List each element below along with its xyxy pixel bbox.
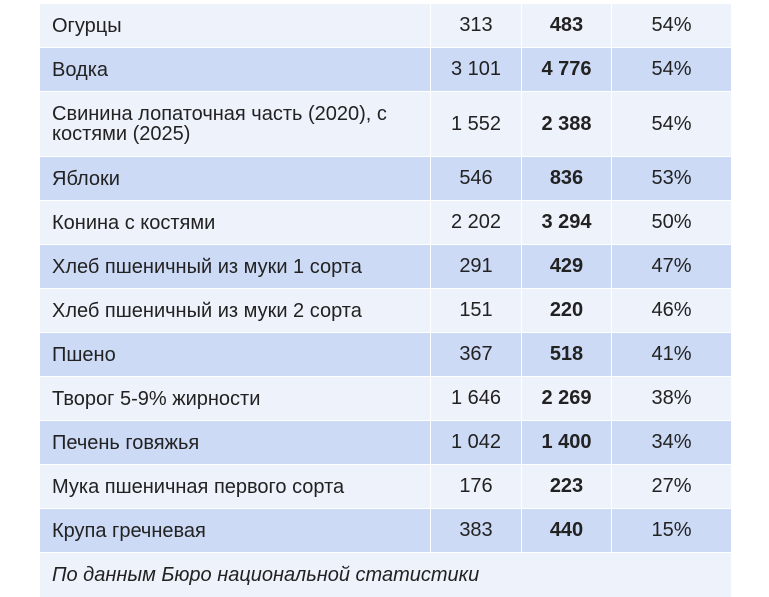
table-row: Огурцы 313 483 54% — [39, 3, 732, 48]
price-2025: 440 — [521, 508, 612, 553]
price-2025: 2 269 — [521, 376, 612, 421]
price-2020: 1 646 — [430, 376, 522, 421]
table-row: Яблоки 546 836 53% — [39, 156, 732, 201]
price-2025: 836 — [521, 156, 612, 201]
price-2025: 1 400 — [521, 420, 612, 465]
product-name: Хлеб пшеничный из муки 2 сорта — [39, 288, 431, 333]
price-2025: 2 388 — [521, 91, 612, 157]
table-row: Конина с костями 2 202 3 294 50% — [39, 200, 732, 245]
table-row: Хлеб пшеничный из муки 2 сорта 151 220 4… — [39, 288, 732, 333]
price-table: Огурцы 313 483 54% Водка 3 101 4 776 54%… — [39, 3, 732, 597]
price-2020: 151 — [430, 288, 522, 333]
price-2020: 383 — [430, 508, 522, 553]
price-2020: 1 042 — [430, 420, 522, 465]
price-2025: 223 — [521, 464, 612, 509]
product-name: Огурцы — [39, 3, 431, 48]
price-change: 27% — [611, 464, 732, 509]
table-row: Хлеб пшеничный из муки 1 сорта 291 429 4… — [39, 244, 732, 289]
product-name: Крупа гречневая — [39, 508, 431, 553]
product-name: Пшено — [39, 332, 431, 377]
product-name: Водка — [39, 47, 431, 92]
table-row: Свинина лопаточная часть (2020), с костя… — [39, 91, 732, 157]
source-note: По данным Бюро национальной статистики — [39, 552, 732, 597]
price-change: 41% — [611, 332, 732, 377]
product-name: Творог 5-9% жирности — [39, 376, 431, 421]
price-2020: 176 — [430, 464, 522, 509]
price-change: 38% — [611, 376, 732, 421]
price-change: 50% — [611, 200, 732, 245]
price-change: 54% — [611, 47, 732, 92]
product-name: Яблоки — [39, 156, 431, 201]
product-name: Печень говяжья — [39, 420, 431, 465]
table-row: Мука пшеничная первого сорта 176 223 27% — [39, 464, 732, 509]
price-change: 34% — [611, 420, 732, 465]
table-row: Пшено 367 518 41% — [39, 332, 732, 377]
price-change: 47% — [611, 244, 732, 289]
price-2025: 483 — [521, 3, 612, 48]
price-2025: 220 — [521, 288, 612, 333]
price-2025: 4 776 — [521, 47, 612, 92]
price-2025: 518 — [521, 332, 612, 377]
price-change: 15% — [611, 508, 732, 553]
product-name: Свинина лопаточная часть (2020), с костя… — [39, 91, 431, 157]
price-2020: 546 — [430, 156, 522, 201]
price-change: 46% — [611, 288, 732, 333]
price-2020: 313 — [430, 3, 522, 48]
price-2025: 429 — [521, 244, 612, 289]
table-row: Крупа гречневая 383 440 15% — [39, 508, 732, 553]
product-name: Конина с костями — [39, 200, 431, 245]
price-change: 54% — [611, 3, 732, 48]
price-2020: 367 — [430, 332, 522, 377]
price-2020: 291 — [430, 244, 522, 289]
table-row: Творог 5-9% жирности 1 646 2 269 38% — [39, 376, 732, 421]
price-2020: 1 552 — [430, 91, 522, 157]
table-row: Печень говяжья 1 042 1 400 34% — [39, 420, 732, 465]
price-change: 54% — [611, 91, 732, 157]
price-2020: 3 101 — [430, 47, 522, 92]
table-footer-row: По данным Бюро национальной статистики — [39, 552, 732, 597]
price-2020: 2 202 — [430, 200, 522, 245]
price-2025: 3 294 — [521, 200, 612, 245]
price-change: 53% — [611, 156, 732, 201]
product-name: Мука пшеничная первого сорта — [39, 464, 431, 509]
table-row: Водка 3 101 4 776 54% — [39, 47, 732, 92]
product-name: Хлеб пшеничный из муки 1 сорта — [39, 244, 431, 289]
